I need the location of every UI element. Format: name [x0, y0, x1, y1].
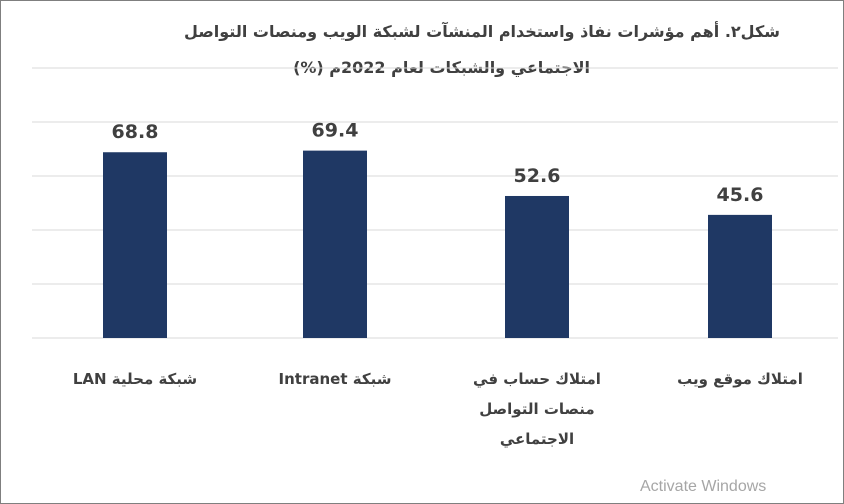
- data-label: 68.8: [112, 121, 159, 143]
- data-label: 69.4: [312, 120, 359, 142]
- bar: [505, 195, 569, 338]
- title-line-1: شكل٢. أهم مؤشرات نفاذ واستخدام المنشآت ل…: [184, 22, 780, 41]
- data-label: 52.6: [514, 165, 561, 187]
- category-label: شبكة Intranet: [278, 370, 392, 388]
- bar: [303, 150, 367, 338]
- category-label: شبكة محلية LAN: [72, 370, 198, 388]
- bar: [103, 152, 167, 338]
- category-label: امتلاك موقع ويب: [677, 370, 803, 388]
- category-label: امتلاك حساب في منصات التواصل الاجتماعي: [473, 370, 601, 448]
- activate-windows-watermark: Activate Windows: [640, 478, 767, 495]
- data-label: 45.6: [717, 184, 764, 206]
- bar: [708, 214, 772, 338]
